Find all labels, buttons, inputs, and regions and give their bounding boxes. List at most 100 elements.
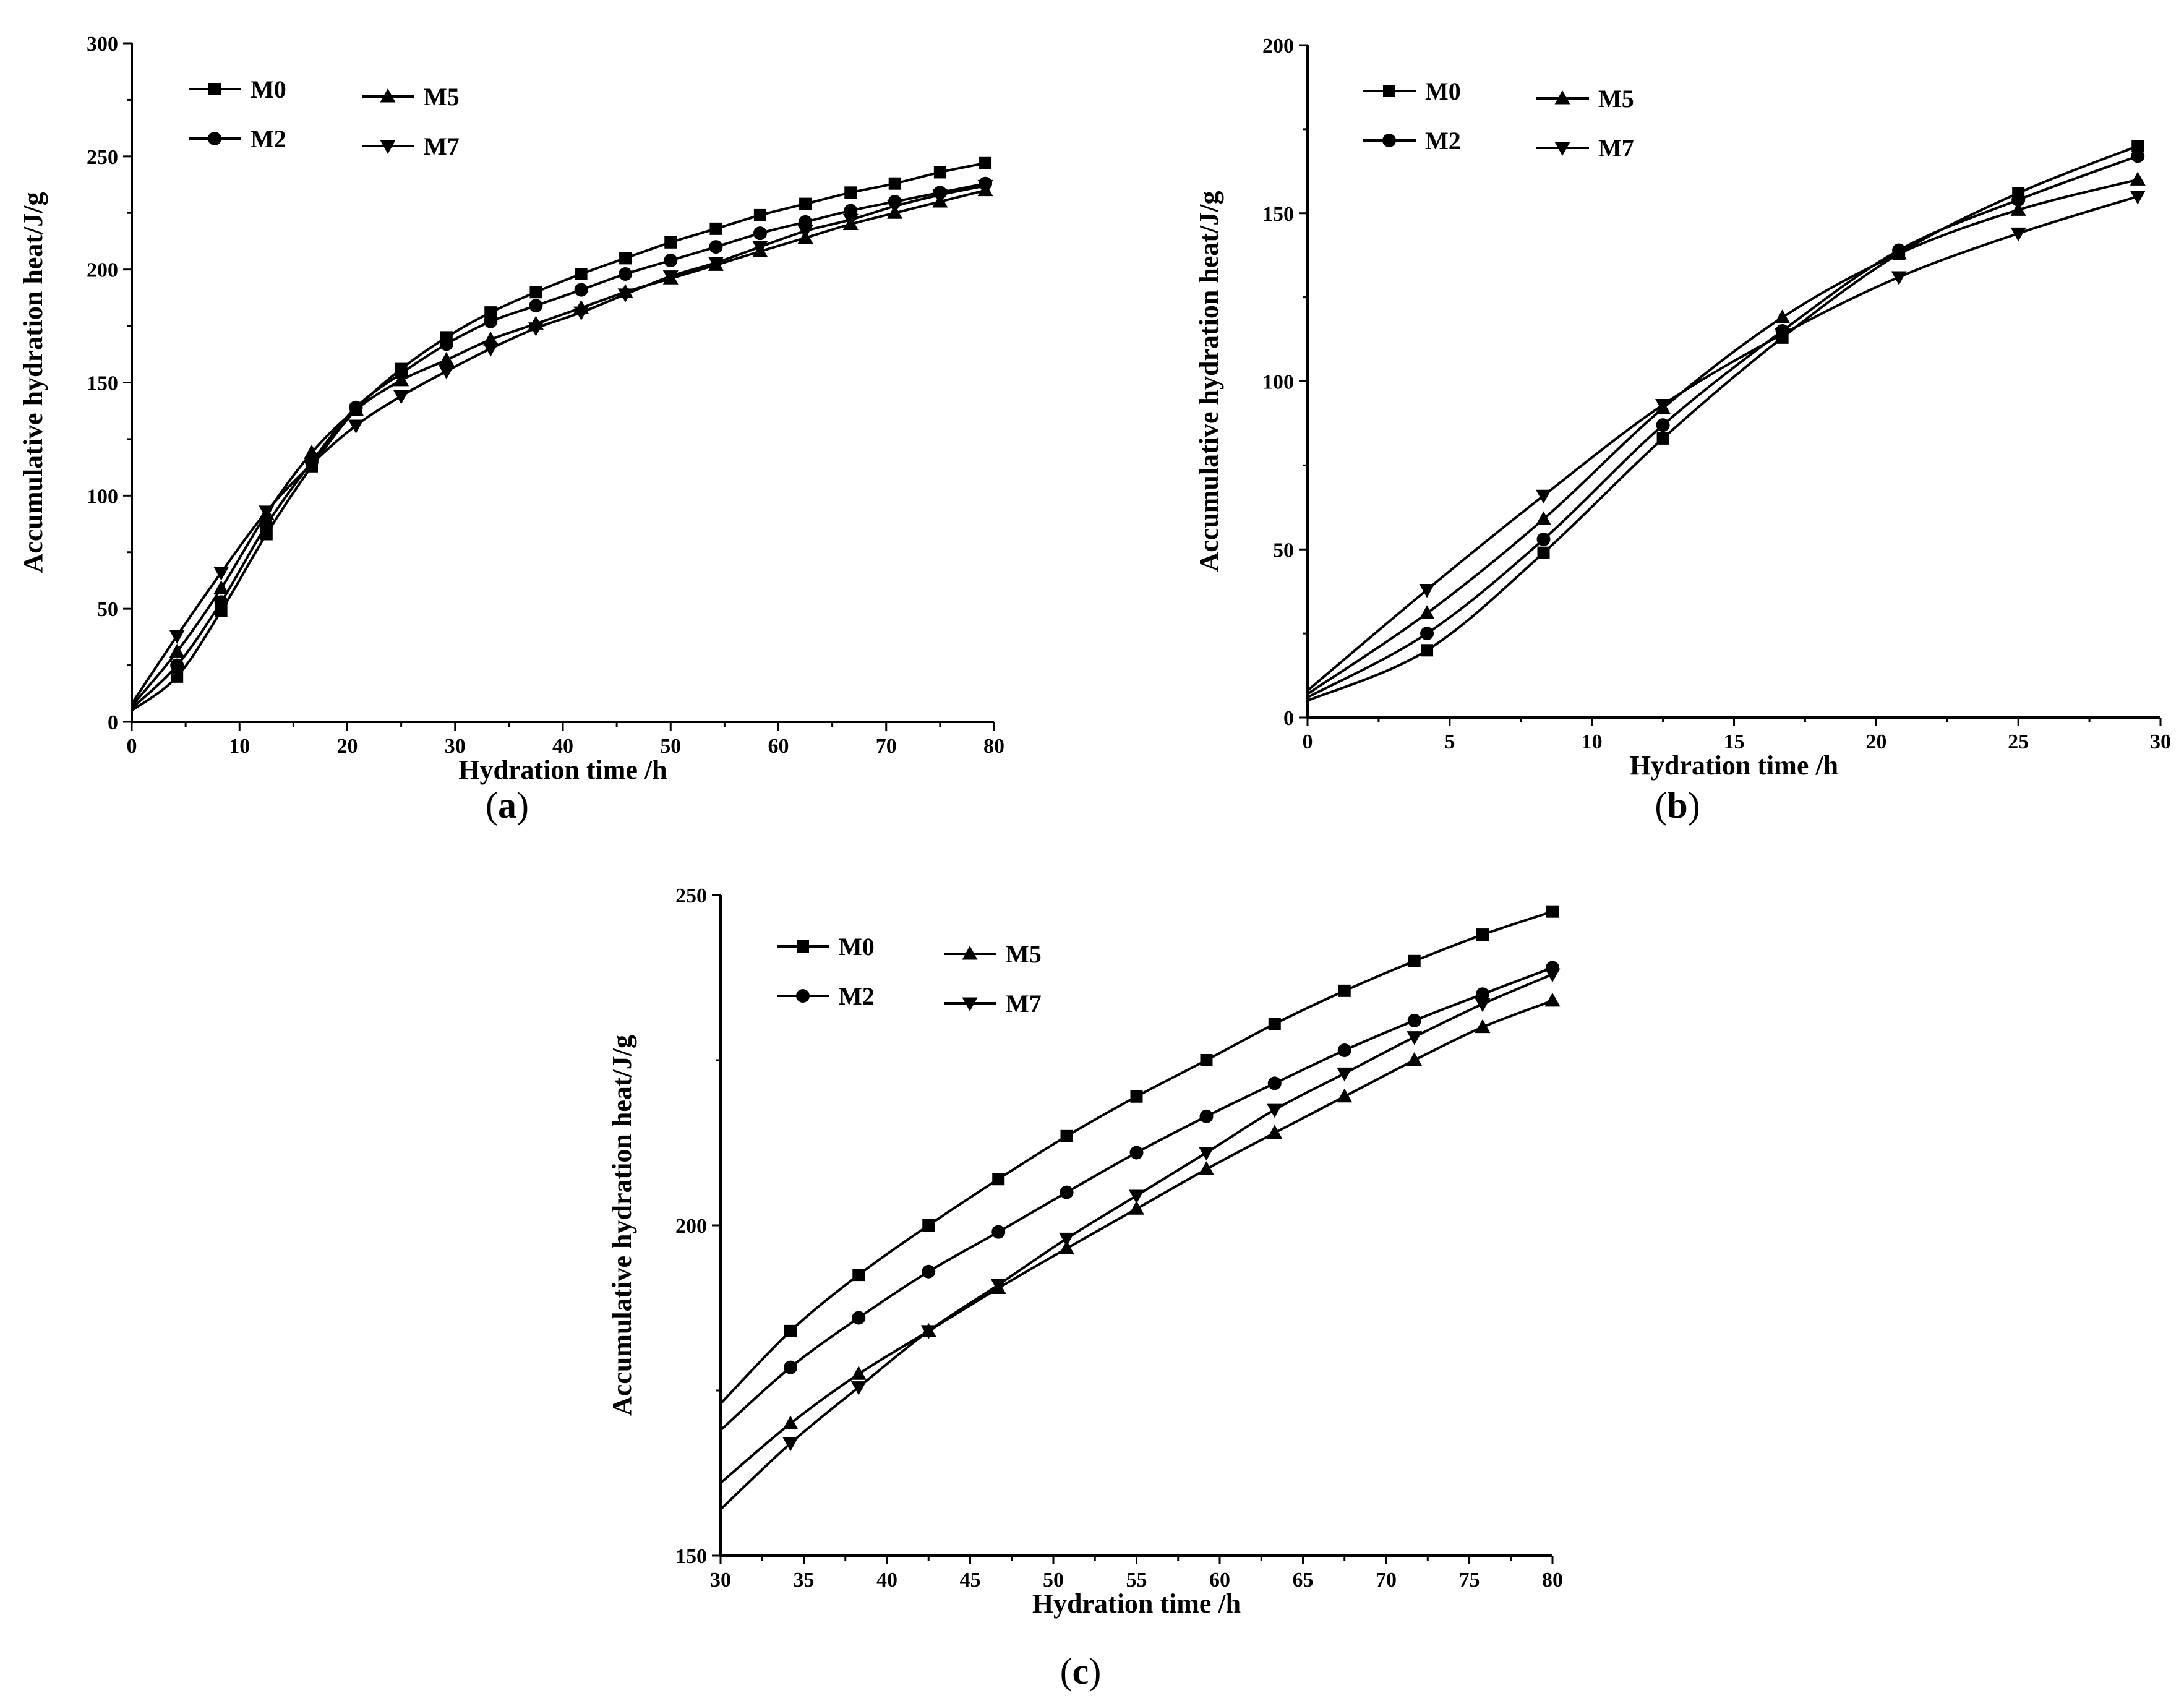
panel-b-legend-marker-m0: [1383, 85, 1395, 97]
panel-c-point-m0: [1546, 905, 1559, 918]
panel-b-line-m7: [1306, 195, 2138, 692]
panel-a-point-m7: [213, 567, 229, 581]
panel-c-y-axis-title: Accumulative hydration heat/J/g: [607, 1035, 637, 1416]
panel-b-point-m2: [1656, 418, 1670, 432]
panel-c-label: (c): [1060, 1651, 1102, 1692]
panel-a-y-tick-label: 300: [87, 33, 118, 56]
panel-c-point-m7: [1544, 968, 1561, 983]
panel-b-point-m0: [1421, 644, 1434, 657]
panel-c-point-m0: [1408, 954, 1421, 967]
panel-a-point-m2: [753, 226, 767, 241]
panel-a-chart: 0 10 20 30 40 50 60 70 80 0 50 100 150 200 250 300 Hydra…: [18, 33, 1004, 785]
panel-c-y-tick-label: 250: [675, 885, 707, 907]
panel-a-point-m2: [170, 658, 184, 672]
panel-c-legend-marker-m0: [797, 940, 809, 953]
panel-b-point-m5: [2130, 171, 2146, 186]
panel-b-series-m5: [1306, 171, 2146, 695]
panel-c-point-m7: [1129, 1189, 1144, 1204]
panel-a-point-m0: [664, 236, 677, 249]
panel-b-line-m0: [1307, 145, 2138, 702]
panel-a-point-m0: [529, 286, 542, 299]
panel-a-point-m2: [259, 518, 273, 532]
panel-b-legend-marker-m2: [1382, 134, 1396, 147]
panel-a-series-m7: [131, 179, 993, 705]
panel-a-point-m7: [708, 257, 724, 271]
panel-c-point-m2: [1129, 1146, 1144, 1160]
panel-a-point-m7: [797, 225, 813, 239]
panel-c-point-m2: [1060, 1185, 1074, 1199]
panel-b-x-tick-label: 25: [2008, 731, 2029, 753]
panel-b-point-m5: [1891, 245, 1907, 260]
panel-c-x-tick-label: 70: [1376, 1569, 1397, 1592]
panel-c-point-m2: [1476, 987, 1490, 1001]
panel-a-x-tick-label: 80: [983, 735, 1004, 758]
panel-c-point-m0: [1130, 1090, 1143, 1103]
panel-c-y-tick-label: 150: [675, 1545, 707, 1568]
panel-c-x-tick-label: 50: [1043, 1569, 1064, 1592]
panel-a-point-m5: [482, 332, 499, 346]
panel-b-x-tick-label: 30: [2150, 731, 2171, 753]
panel-c-legend-label-m0: M0: [839, 933, 875, 961]
panel-b-x-tick-label: 20: [1865, 731, 1886, 753]
panel-a-legend-label-m7: M7: [424, 132, 460, 160]
panel-a-point-m5: [304, 444, 320, 459]
panel-a-legend-marker-m0: [208, 83, 221, 95]
panel-a-point-m0: [888, 177, 901, 190]
panel-b-y-tick-label: 100: [1262, 371, 1294, 394]
panel-c-point-m2: [1337, 1043, 1351, 1057]
panel-b-y-tick-label: 0: [1283, 707, 1294, 730]
panel-c-legend-label-m5: M5: [1006, 940, 1042, 968]
panel-a-point-m2: [574, 283, 588, 297]
panel-b-point-m0: [2131, 140, 2144, 153]
panel-c-x-tick-label: 60: [1209, 1569, 1230, 1592]
panel-a-x-tick-label: 30: [445, 735, 466, 758]
panel-a-point-m7: [752, 241, 768, 255]
panel-c-point-m0: [1060, 1129, 1073, 1142]
panel-c-x-tick-label: 75: [1459, 1569, 1480, 1592]
panel-b-x-tick-label: 5: [1444, 731, 1455, 753]
panel-a-point-m0: [619, 252, 632, 265]
panel-c-point-m5: [1059, 1240, 1075, 1254]
panel-b-point-m7: [2010, 227, 2026, 242]
panel-c-y-tick-label: 200: [675, 1215, 707, 1238]
panel-b-point-m5: [1536, 511, 1552, 525]
panel-a-point-m2: [619, 267, 633, 281]
panel-a-x-tick-label: 60: [768, 735, 789, 758]
panel-b-point-m2: [2011, 193, 2026, 207]
panel-a-point-m0: [799, 197, 812, 210]
panel-c-series-m7: [719, 968, 1561, 1510]
panel-a-point-m5: [169, 643, 185, 658]
panel-a-point-m7: [169, 630, 185, 645]
panel-a-point-m7: [439, 365, 455, 380]
panel-a-point-m2: [664, 254, 678, 268]
panel-c-legend-label-m7: M7: [1006, 990, 1042, 1018]
panel-c-legend: M0 M5 M2 M7: [777, 933, 1042, 1018]
panel-a-point-m5: [393, 372, 409, 387]
panel-c-point-m7: [850, 1381, 867, 1395]
panel-b-legend-marker-m7: [1554, 142, 1570, 156]
panel-b-y-tick-label: 150: [1262, 203, 1294, 226]
panel-c-point-m5: [850, 1366, 867, 1380]
panel-a-y-tick-label: 100: [87, 485, 118, 508]
panel-a-legend-label-m0: M0: [251, 75, 286, 103]
panel-c-point-m2: [922, 1264, 936, 1279]
panel-b-point-m7: [2130, 191, 2146, 205]
panel-c-point-m5: [1544, 992, 1561, 1007]
panel-b-line-m5: [1306, 178, 2138, 695]
panel-c-x-tick-label: 80: [1542, 1569, 1563, 1592]
panel-a-x-tick-label: 10: [229, 735, 250, 758]
panel-a-x-axis-title: Hydration time /h: [458, 755, 667, 785]
panel-a-point-m7: [662, 270, 679, 285]
panel-c-x-tick-label: 40: [876, 1569, 897, 1592]
panel-a-point-m0: [575, 267, 588, 280]
panel-b-point-m7: [1655, 399, 1671, 413]
panel-a-legend: M0 M5 M2 M7: [189, 75, 460, 160]
panel-b-series-m7: [1306, 191, 2146, 692]
panel-b-legend-label-m0: M0: [1425, 77, 1461, 105]
panel-a-point-m7: [259, 505, 275, 520]
panel-c-point-m2: [1407, 1013, 1421, 1027]
panel-a-x-tick-label: 70: [876, 735, 897, 758]
panel-c-x-tick-label: 55: [1126, 1569, 1147, 1592]
panel-a-y-tick-label: 50: [97, 598, 118, 621]
